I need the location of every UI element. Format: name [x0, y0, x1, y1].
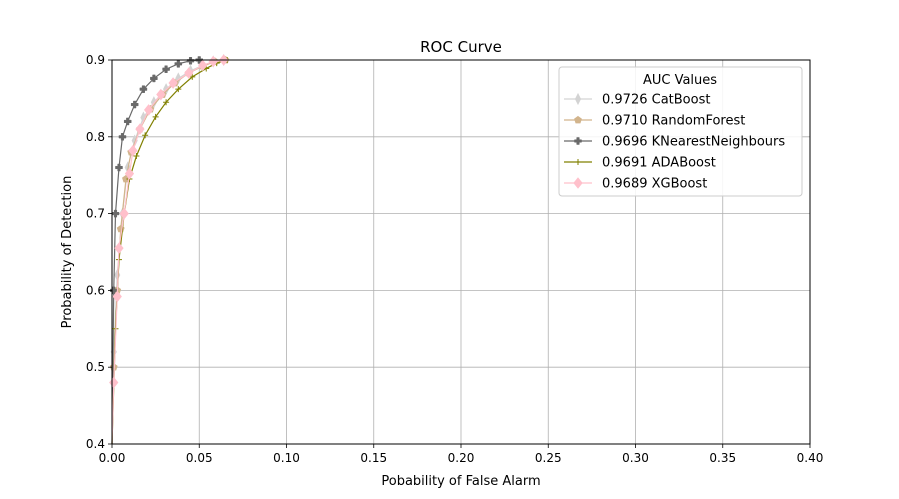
- legend-marker: [574, 115, 582, 124]
- legend-marker: [574, 92, 582, 106]
- x-axis-ticks: 0.00 0.05 0.10 0.15 0.20 0.25 0.30 0.35 0.40: [99, 444, 824, 465]
- data-point: [123, 117, 132, 126]
- data-point: [198, 59, 208, 72]
- x-tick-label: 0.20: [448, 451, 475, 465]
- legend-label: 0.9689 XGBoost: [602, 177, 707, 192]
- x-tick-label: 0.00: [99, 451, 126, 465]
- y-tick-label: 0.6: [86, 283, 105, 297]
- y-tick-label: 0.8: [86, 130, 105, 144]
- data-point: [156, 88, 166, 101]
- y-axis-ticks: 0.4 0.5 0.6 0.7 0.8 0.9: [86, 53, 112, 451]
- legend-item: 0.9710 RandomForest: [564, 114, 745, 129]
- x-tick-label: 0.05: [186, 451, 213, 465]
- data-point: [114, 242, 124, 254]
- legend-label: 0.9696 KNearestNeighbours: [602, 135, 785, 150]
- legend-box: [558, 66, 803, 197]
- legend-items: 0.9726 CatBoost 0.9710 RandomForest 0.9696…: [564, 93, 785, 192]
- chart-title: ROC Curve: [420, 38, 502, 56]
- data-point: [175, 86, 182, 93]
- legend-item: 0.9691 ADABoost: [564, 156, 716, 171]
- data-point: [115, 163, 123, 172]
- data-point: [112, 290, 122, 303]
- data-point: [163, 99, 170, 106]
- x-tick-label: 0.10: [273, 451, 300, 465]
- data-point: [152, 113, 159, 120]
- x-axis-label: Pobability of False Alarm: [381, 474, 540, 489]
- data-point: [174, 60, 183, 68]
- data-point: [150, 74, 158, 83]
- data-point: [142, 132, 149, 139]
- y-tick-label: 0.7: [86, 207, 105, 221]
- legend-marker: [574, 137, 582, 145]
- x-tick-label: 0.40: [797, 451, 824, 465]
- y-axis-label: Probability of Detection: [60, 176, 75, 329]
- legend: AUC Values 0.9726 CatBoost 0.9710 RandomF…: [558, 66, 803, 197]
- legend-marker: [573, 177, 583, 189]
- legend-item: 0.9696 KNearestNeighbours: [564, 135, 785, 150]
- legend-item: 0.9689 XGBoost: [564, 177, 707, 192]
- legend-label: 0.9726 CatBoost: [602, 93, 710, 108]
- y-tick-label: 0.4: [86, 437, 105, 451]
- legend-label: 0.9691 ADABoost: [602, 156, 716, 171]
- data-point: [124, 167, 135, 180]
- x-tick-label: 0.25: [535, 451, 562, 465]
- legend-label: 0.9710 RandomForest: [602, 114, 745, 129]
- data-point: [168, 77, 178, 89]
- series-4: [109, 54, 229, 445]
- legend-marker: [575, 159, 581, 165]
- y-tick-label: 0.5: [86, 360, 105, 374]
- data-point: [133, 153, 140, 159]
- data-point: [135, 123, 145, 135]
- data-point: [184, 67, 194, 79]
- data-point: [119, 207, 129, 220]
- data-point: [162, 65, 170, 73]
- legend-item: 0.9726 CatBoost: [564, 93, 710, 108]
- y-tick-label: 0.9: [86, 53, 105, 67]
- data-point: [118, 133, 127, 141]
- data-point: [139, 85, 148, 93]
- series-layer: [109, 53, 231, 445]
- x-tick-label: 0.35: [709, 451, 736, 465]
- x-tick-label: 0.30: [622, 451, 649, 465]
- x-tick-label: 0.15: [360, 451, 387, 465]
- data-point: [186, 57, 195, 65]
- data-point: [128, 144, 138, 157]
- legend-title: AUC Values: [643, 73, 717, 88]
- data-point: [130, 100, 139, 109]
- data-point: [144, 104, 154, 116]
